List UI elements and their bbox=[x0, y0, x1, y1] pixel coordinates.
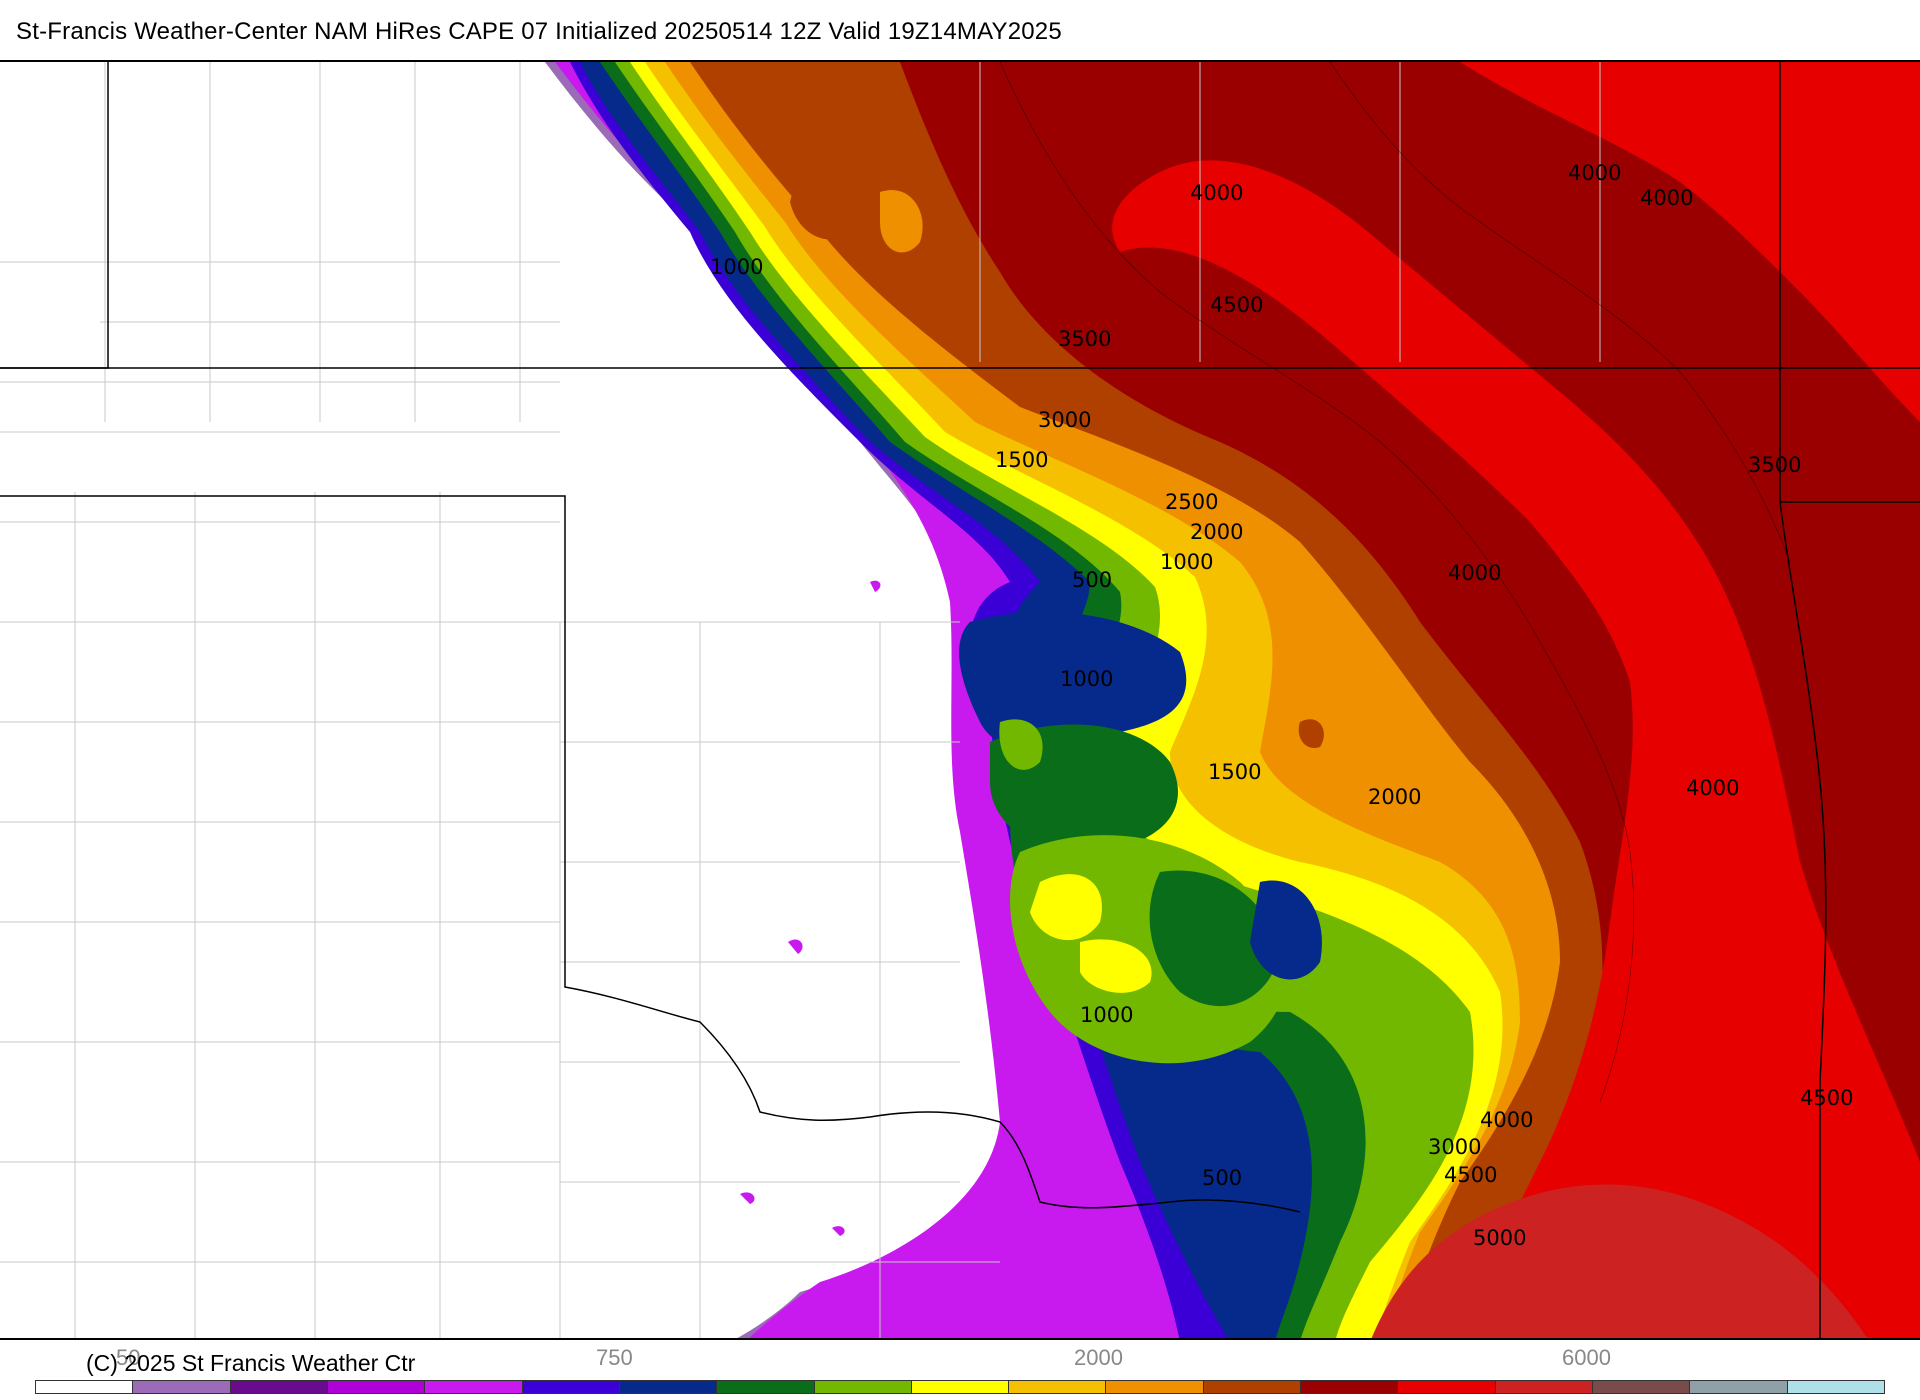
county-lines bbox=[0, 62, 1601, 1338]
contour-label: 1000 bbox=[1060, 667, 1113, 691]
contour-label: 1000 bbox=[710, 255, 763, 279]
colorbar-tick-label: 750 bbox=[596, 1345, 633, 1370]
colorbar-swatch bbox=[522, 1381, 620, 1393]
colorbar-swatch bbox=[1690, 1381, 1788, 1393]
colorbar-swatch bbox=[133, 1381, 231, 1393]
contour-label: 2000 bbox=[1368, 785, 1421, 809]
contour-label: 1500 bbox=[1208, 760, 1261, 784]
colorbar-swatch bbox=[1398, 1381, 1496, 1393]
cape-pockets bbox=[740, 160, 1324, 1236]
state-borders bbox=[0, 62, 1920, 1338]
contour-label: 3000 bbox=[1038, 408, 1091, 432]
colorbar-swatch bbox=[1203, 1381, 1302, 1393]
contour-label: 500 bbox=[1202, 1166, 1242, 1190]
colorbar-swatch bbox=[1495, 1381, 1593, 1393]
contour-label: 4000 bbox=[1190, 181, 1243, 205]
map-title: St-Francis Weather-Center NAM HiRes CAPE… bbox=[16, 18, 1062, 45]
contour-label: 4000 bbox=[1686, 776, 1739, 800]
colorbar-swatch bbox=[619, 1381, 718, 1393]
cape-band-crimson bbox=[1371, 1184, 1868, 1338]
colorbar-swatch bbox=[717, 1381, 815, 1393]
contour-label: 1000 bbox=[1160, 550, 1213, 574]
cape-map: 4000 4000 4000 4500 1000 3500 3000 1500 … bbox=[0, 60, 1920, 1340]
colorbar-swatch bbox=[814, 1381, 912, 1393]
contour-label: 1500 bbox=[995, 448, 1048, 472]
contour-label: 3000 bbox=[1428, 1135, 1481, 1159]
colorbar-swatch bbox=[230, 1381, 328, 1393]
contour-label: 2000 bbox=[1190, 520, 1243, 544]
contour-label: 3500 bbox=[1058, 327, 1111, 351]
contour-label: 4000 bbox=[1448, 561, 1501, 585]
copyright-text: (C) 2025 St Francis Weather Ctr bbox=[86, 1350, 416, 1376]
contour-label: 4500 bbox=[1444, 1163, 1497, 1187]
colorbar-swatch bbox=[1301, 1381, 1399, 1393]
colorbar-swatch bbox=[1106, 1381, 1204, 1393]
colorbar-tick-label: 2000 bbox=[1074, 1345, 1123, 1370]
colorbar-swatch bbox=[911, 1381, 1010, 1393]
contour-label: 500 bbox=[1072, 568, 1112, 592]
contour-lines bbox=[999, 62, 1791, 1103]
colorbar bbox=[35, 1380, 1885, 1394]
contour-label: 4000 bbox=[1480, 1108, 1533, 1132]
contour-label: 4000 bbox=[1568, 161, 1621, 185]
contour-label: 4000 bbox=[1640, 186, 1693, 210]
contour-label-group: 4000 4000 4000 4500 1000 3500 3000 1500 … bbox=[710, 161, 1853, 1250]
contour-label: 4500 bbox=[1210, 293, 1263, 317]
contour-label: 3500 bbox=[1748, 453, 1801, 477]
colorbar-swatch bbox=[36, 1381, 134, 1393]
colorbar-swatch bbox=[1593, 1381, 1691, 1393]
contour-label: 5000 bbox=[1473, 1226, 1526, 1250]
colorbar-swatch bbox=[1787, 1381, 1884, 1393]
colorbar-tick-label: 50 bbox=[116, 1345, 141, 1370]
colorbar-tick-label: 6000 bbox=[1562, 1345, 1611, 1370]
contour-label: 4500 bbox=[1800, 1086, 1853, 1110]
colorbar-swatch bbox=[425, 1381, 523, 1393]
contour-label: 2500 bbox=[1165, 490, 1218, 514]
colorbar-swatch bbox=[1009, 1381, 1107, 1393]
contour-label: 1000 bbox=[1080, 1003, 1133, 1027]
colorbar-swatch bbox=[327, 1381, 426, 1393]
